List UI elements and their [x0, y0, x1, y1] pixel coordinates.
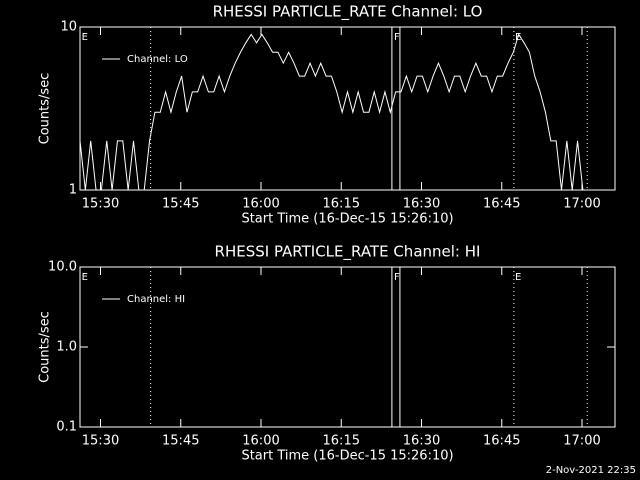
x-tick-label: 15:45 — [162, 434, 199, 449]
x-tick-label: 15:45 — [162, 197, 199, 212]
event-label: E — [82, 32, 88, 43]
legend-label: Channel: LO — [127, 54, 188, 65]
footer: 2-Nov-2021 22:35 — [546, 465, 636, 476]
event-label: F — [394, 32, 400, 43]
x-tick-label: 16:30 — [403, 197, 440, 212]
chart-title: RHESSI PARTICLE_RATE Channel: LO — [213, 3, 483, 22]
x-tick-label: 17:00 — [563, 434, 600, 449]
x-tick-label: 16:15 — [323, 434, 360, 449]
legend-label: Channel: HI — [127, 294, 185, 305]
x-axis-label: Start Time (16-Dec-15 15:26:10) — [241, 449, 453, 464]
y-tick-label: 0.1 — [56, 420, 77, 435]
y-axis-label: Counts/sec — [38, 73, 53, 145]
x-tick-label: 16:30 — [403, 434, 440, 449]
event-label: E — [515, 272, 521, 283]
x-tick-label: 16:00 — [242, 197, 279, 212]
x-tick-label: 16:15 — [323, 197, 360, 212]
x-tick-label: 16:45 — [483, 434, 520, 449]
event-label: E — [82, 272, 88, 283]
y-tick-label: 10 — [60, 20, 77, 35]
event-label: F — [394, 272, 400, 283]
x-tick-label: 15:30 — [82, 197, 119, 212]
y-axis-label: Counts/sec — [38, 311, 53, 383]
y-tick-label: 1.0 — [56, 340, 77, 355]
x-axis-label: Start Time (16-Dec-15 15:26:10) — [241, 212, 453, 227]
y-tick-label: 10.0 — [48, 260, 77, 275]
chart-title: RHESSI PARTICLE_RATE Channel: HI — [215, 243, 481, 262]
y-tick-label: 1 — [69, 183, 77, 198]
plot-frame — [79, 266, 616, 428]
x-tick-label: 17:00 — [563, 197, 600, 212]
plot-frame — [79, 26, 616, 191]
x-tick-label: 16:45 — [483, 197, 520, 212]
x-tick-label: 16:00 — [242, 434, 279, 449]
x-tick-label: 15:30 — [82, 434, 119, 449]
data-line — [79, 33, 584, 191]
